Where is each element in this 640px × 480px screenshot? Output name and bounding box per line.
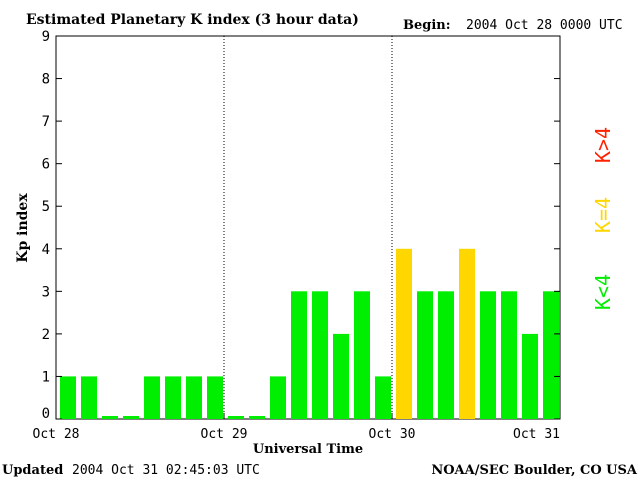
y-axis-ticks: 0 1 2 3 4 5 6 7 8 9 xyxy=(42,29,560,422)
kp-bar-19 xyxy=(459,248,475,419)
begin-label: Begin: xyxy=(403,18,451,33)
kp-bar-23 xyxy=(543,291,559,419)
kp-bar-3 xyxy=(123,416,139,419)
kp-bar-8 xyxy=(228,416,244,419)
y-tick-label-4: 4 xyxy=(42,242,50,258)
kp-bar-13 xyxy=(333,333,349,419)
x-tick-label-3: Oct 31 xyxy=(513,427,560,442)
y-tick-label-8: 8 xyxy=(42,72,50,88)
kp-bar-7 xyxy=(207,376,223,419)
kp-bar-6 xyxy=(186,376,202,419)
y-tick-label-3: 3 xyxy=(42,284,50,300)
legend-k-greater-4: K>4 xyxy=(591,127,615,163)
kp-bar-0 xyxy=(60,376,76,419)
kp-bar-15 xyxy=(375,376,391,419)
kp-bar-21 xyxy=(501,291,517,419)
x-tick-label-0: Oct 28 xyxy=(33,427,80,442)
x-tick-label-2: Oct 30 xyxy=(369,427,416,442)
chart-title: Estimated Planetary K index (3 hour data… xyxy=(26,12,359,28)
kp-bar-1 xyxy=(81,376,97,419)
y-axis-label: Kp index xyxy=(15,193,31,263)
kp-bar-17 xyxy=(417,291,433,419)
updated-value: 2004 Oct 31 02:45:03 UTC xyxy=(72,463,260,478)
y-tick-label-0: 0 xyxy=(42,406,50,422)
y-tick-label-7: 7 xyxy=(42,114,50,130)
kp-bar-11 xyxy=(291,291,307,419)
kp-bar-20 xyxy=(480,291,496,419)
kp-bar-5 xyxy=(165,376,181,419)
kp-bar-9 xyxy=(249,416,265,419)
kp-bar-14 xyxy=(354,291,370,419)
source-credit: NOAA/SEC Boulder, CO USA xyxy=(431,463,638,478)
begin-value: 2004 Oct 28 0000 UTC xyxy=(466,18,623,33)
y-tick-label-1: 1 xyxy=(42,369,50,385)
legend-k-less-4: K<4 xyxy=(591,274,615,310)
kp-bar-18 xyxy=(438,291,454,419)
y-tick-label-5: 5 xyxy=(42,199,50,215)
x-axis-label: Universal Time xyxy=(253,442,363,457)
y-tick-label-9: 9 xyxy=(42,29,50,45)
kp-bar-12 xyxy=(312,291,328,419)
x-axis-ticks: Oct 28 Oct 29 Oct 30 Oct 31 xyxy=(33,413,561,442)
updated-label: Updated xyxy=(2,463,63,478)
y-tick-label-2: 2 xyxy=(42,327,50,343)
kp-bar-22 xyxy=(522,333,538,419)
y-tick-label-6: 6 xyxy=(42,157,50,173)
bars-group xyxy=(60,248,559,419)
legend-k-equal-4: K=4 xyxy=(591,197,615,233)
kp-bar-4 xyxy=(144,376,160,419)
x-tick-label-1: Oct 29 xyxy=(201,427,248,442)
kp-bar-16 xyxy=(396,248,412,419)
kp-bar-2 xyxy=(102,416,118,419)
plot-frame xyxy=(55,35,561,420)
kp-bar-10 xyxy=(270,376,286,419)
